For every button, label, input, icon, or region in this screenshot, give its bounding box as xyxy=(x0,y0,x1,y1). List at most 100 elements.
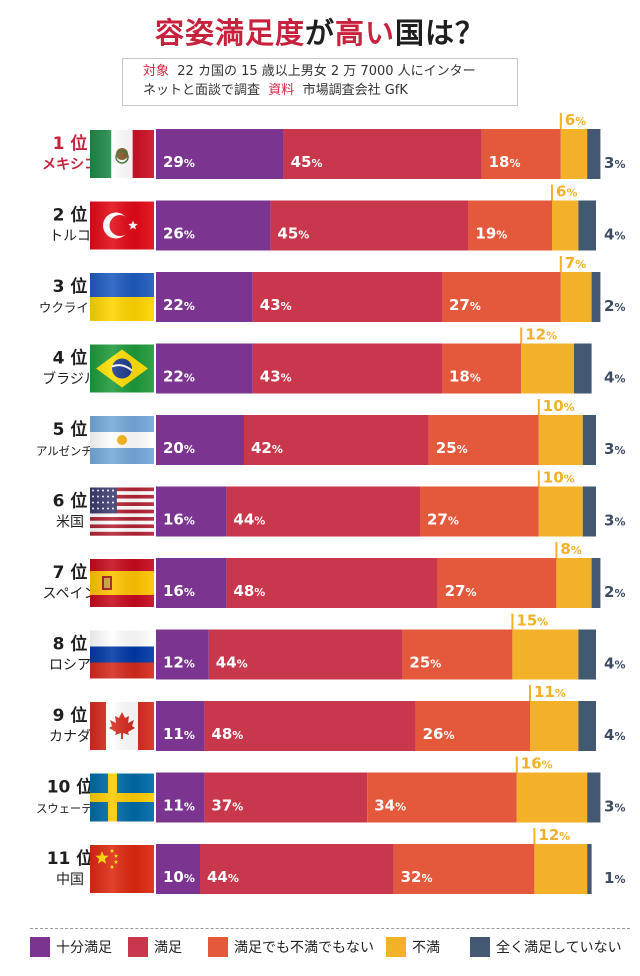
bar-segment xyxy=(582,415,596,465)
bar-segment xyxy=(442,272,561,322)
data-label: 44% xyxy=(216,654,248,672)
flag-turkey-icon xyxy=(90,201,154,250)
note-text-method: ネットと面談で調査 xyxy=(143,83,261,98)
bar-segment xyxy=(270,200,469,251)
legend-label: 全く満足していない xyxy=(496,940,622,956)
bar-segment xyxy=(538,486,583,537)
data-label: 10% xyxy=(543,469,575,487)
legend-item: 全く満足していない xyxy=(470,937,622,957)
data-label: 48% xyxy=(211,725,243,743)
data-label: 4% xyxy=(604,369,625,387)
chart-legend: 十分満足 満足 満足でも不満でもない 不満 全く満足していない xyxy=(30,928,630,959)
bar-segment xyxy=(560,129,588,179)
data-label: 18% xyxy=(449,368,481,386)
bar-segment xyxy=(587,129,601,179)
bar-segment xyxy=(252,272,442,322)
bar-segment xyxy=(442,343,522,394)
bar-segment xyxy=(516,772,588,823)
data-label: 11% xyxy=(534,683,566,701)
bar-segment xyxy=(200,844,394,894)
data-label: 4% xyxy=(604,726,625,744)
country-label: アルゼンチン xyxy=(36,444,104,458)
data-label: 43% xyxy=(260,368,292,386)
chart-row-sweden: 10 位スウェーデン 11% 37% 34% 16% 3% xyxy=(36,755,625,823)
data-label: 44% xyxy=(233,511,265,529)
rank-label: 7 位 xyxy=(53,562,88,583)
bar-segment xyxy=(428,415,539,465)
data-label: 26% xyxy=(423,725,455,743)
bar-segment xyxy=(226,486,420,537)
country-label: カナダ xyxy=(49,729,91,745)
bar-segment xyxy=(156,558,227,608)
rank-label: 9 位 xyxy=(53,705,88,726)
bar-segment xyxy=(512,629,579,680)
bar-segment xyxy=(534,844,588,894)
bar-segment xyxy=(591,272,601,322)
country-label: ブラジル xyxy=(42,371,98,388)
legend-swatch xyxy=(470,937,490,957)
note-label-target: 対象 xyxy=(143,64,170,79)
flag-argentina-icon xyxy=(90,416,154,464)
bar-segment xyxy=(156,701,205,751)
bar-segment xyxy=(587,772,601,823)
survey-note: 対象 22 カ国の 15 歳以上男女 2 万 7000 人にインター ネットと面… xyxy=(122,58,518,106)
legend-item: 不満 xyxy=(386,937,440,957)
bar-segment xyxy=(402,629,513,680)
data-label: 3% xyxy=(604,512,625,530)
data-label: 32% xyxy=(401,868,433,886)
bar-segment xyxy=(578,701,596,751)
data-label: 29% xyxy=(163,153,195,171)
bar-segment xyxy=(156,129,284,179)
bar-segment xyxy=(244,415,429,465)
bar-segment xyxy=(437,558,557,608)
data-label: 16% xyxy=(521,755,553,773)
data-label: 45% xyxy=(277,225,309,243)
rank-label: 2 位 xyxy=(53,205,88,226)
bar-segment xyxy=(468,200,552,251)
country-label: スウェーデン xyxy=(36,802,104,816)
bar-segment xyxy=(578,200,596,251)
bar-segment xyxy=(578,629,596,680)
legend-item: 満足でも不満でもない xyxy=(208,937,374,957)
country-label: ウクライナ xyxy=(39,300,101,315)
data-label: 7% xyxy=(565,254,586,272)
rank-label: 6 位 xyxy=(53,491,88,512)
note-text-source: 市場調査会社 GfK xyxy=(302,83,408,98)
bar-segment xyxy=(530,701,579,751)
flag-spain-icon xyxy=(90,559,154,607)
rank-label: 1 位 xyxy=(53,133,88,154)
bar-segment xyxy=(156,415,244,465)
page-title: 容姿満足度が高い国は？ xyxy=(154,16,486,50)
data-label: 1% xyxy=(604,869,625,887)
data-label: 48% xyxy=(233,582,265,600)
data-label: 27% xyxy=(449,296,481,314)
data-label: 4% xyxy=(604,655,625,673)
data-label: 42% xyxy=(251,439,283,457)
data-label: 25% xyxy=(436,439,468,457)
data-label: 20% xyxy=(163,439,195,457)
data-label: 12% xyxy=(538,826,570,844)
data-label: 6% xyxy=(556,183,577,201)
legend-label: 不満 xyxy=(412,940,440,956)
chart-row-usa: 6 位米国 16% 44% 27% 10% 3% xyxy=(53,469,625,537)
flag-ukraine-icon xyxy=(90,273,154,321)
rank-label: 8 位 xyxy=(53,634,88,655)
data-label: 37% xyxy=(211,797,243,815)
bar-segment xyxy=(574,343,592,394)
bar-segment xyxy=(560,272,592,322)
bar-segment xyxy=(283,129,482,179)
data-label: 26% xyxy=(163,225,195,243)
country-label: トルコ xyxy=(49,229,91,245)
bar-segment xyxy=(156,844,200,894)
flag-brazil-icon xyxy=(90,344,154,393)
data-label: 44% xyxy=(207,868,239,886)
flag-mexico-icon xyxy=(90,130,154,178)
data-label: 34% xyxy=(374,797,406,815)
data-label: 22% xyxy=(163,296,195,314)
